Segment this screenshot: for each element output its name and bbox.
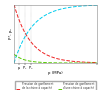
Legend: Pression de gonflement
de la résine à capacité
d'échange élevé, Constante de con: Pression de gonflement de la résine à ca… (15, 81, 96, 90)
X-axis label: p (MPa): p (MPa) (48, 71, 63, 75)
Y-axis label: P*, p₀: P*, p₀ (9, 28, 13, 39)
